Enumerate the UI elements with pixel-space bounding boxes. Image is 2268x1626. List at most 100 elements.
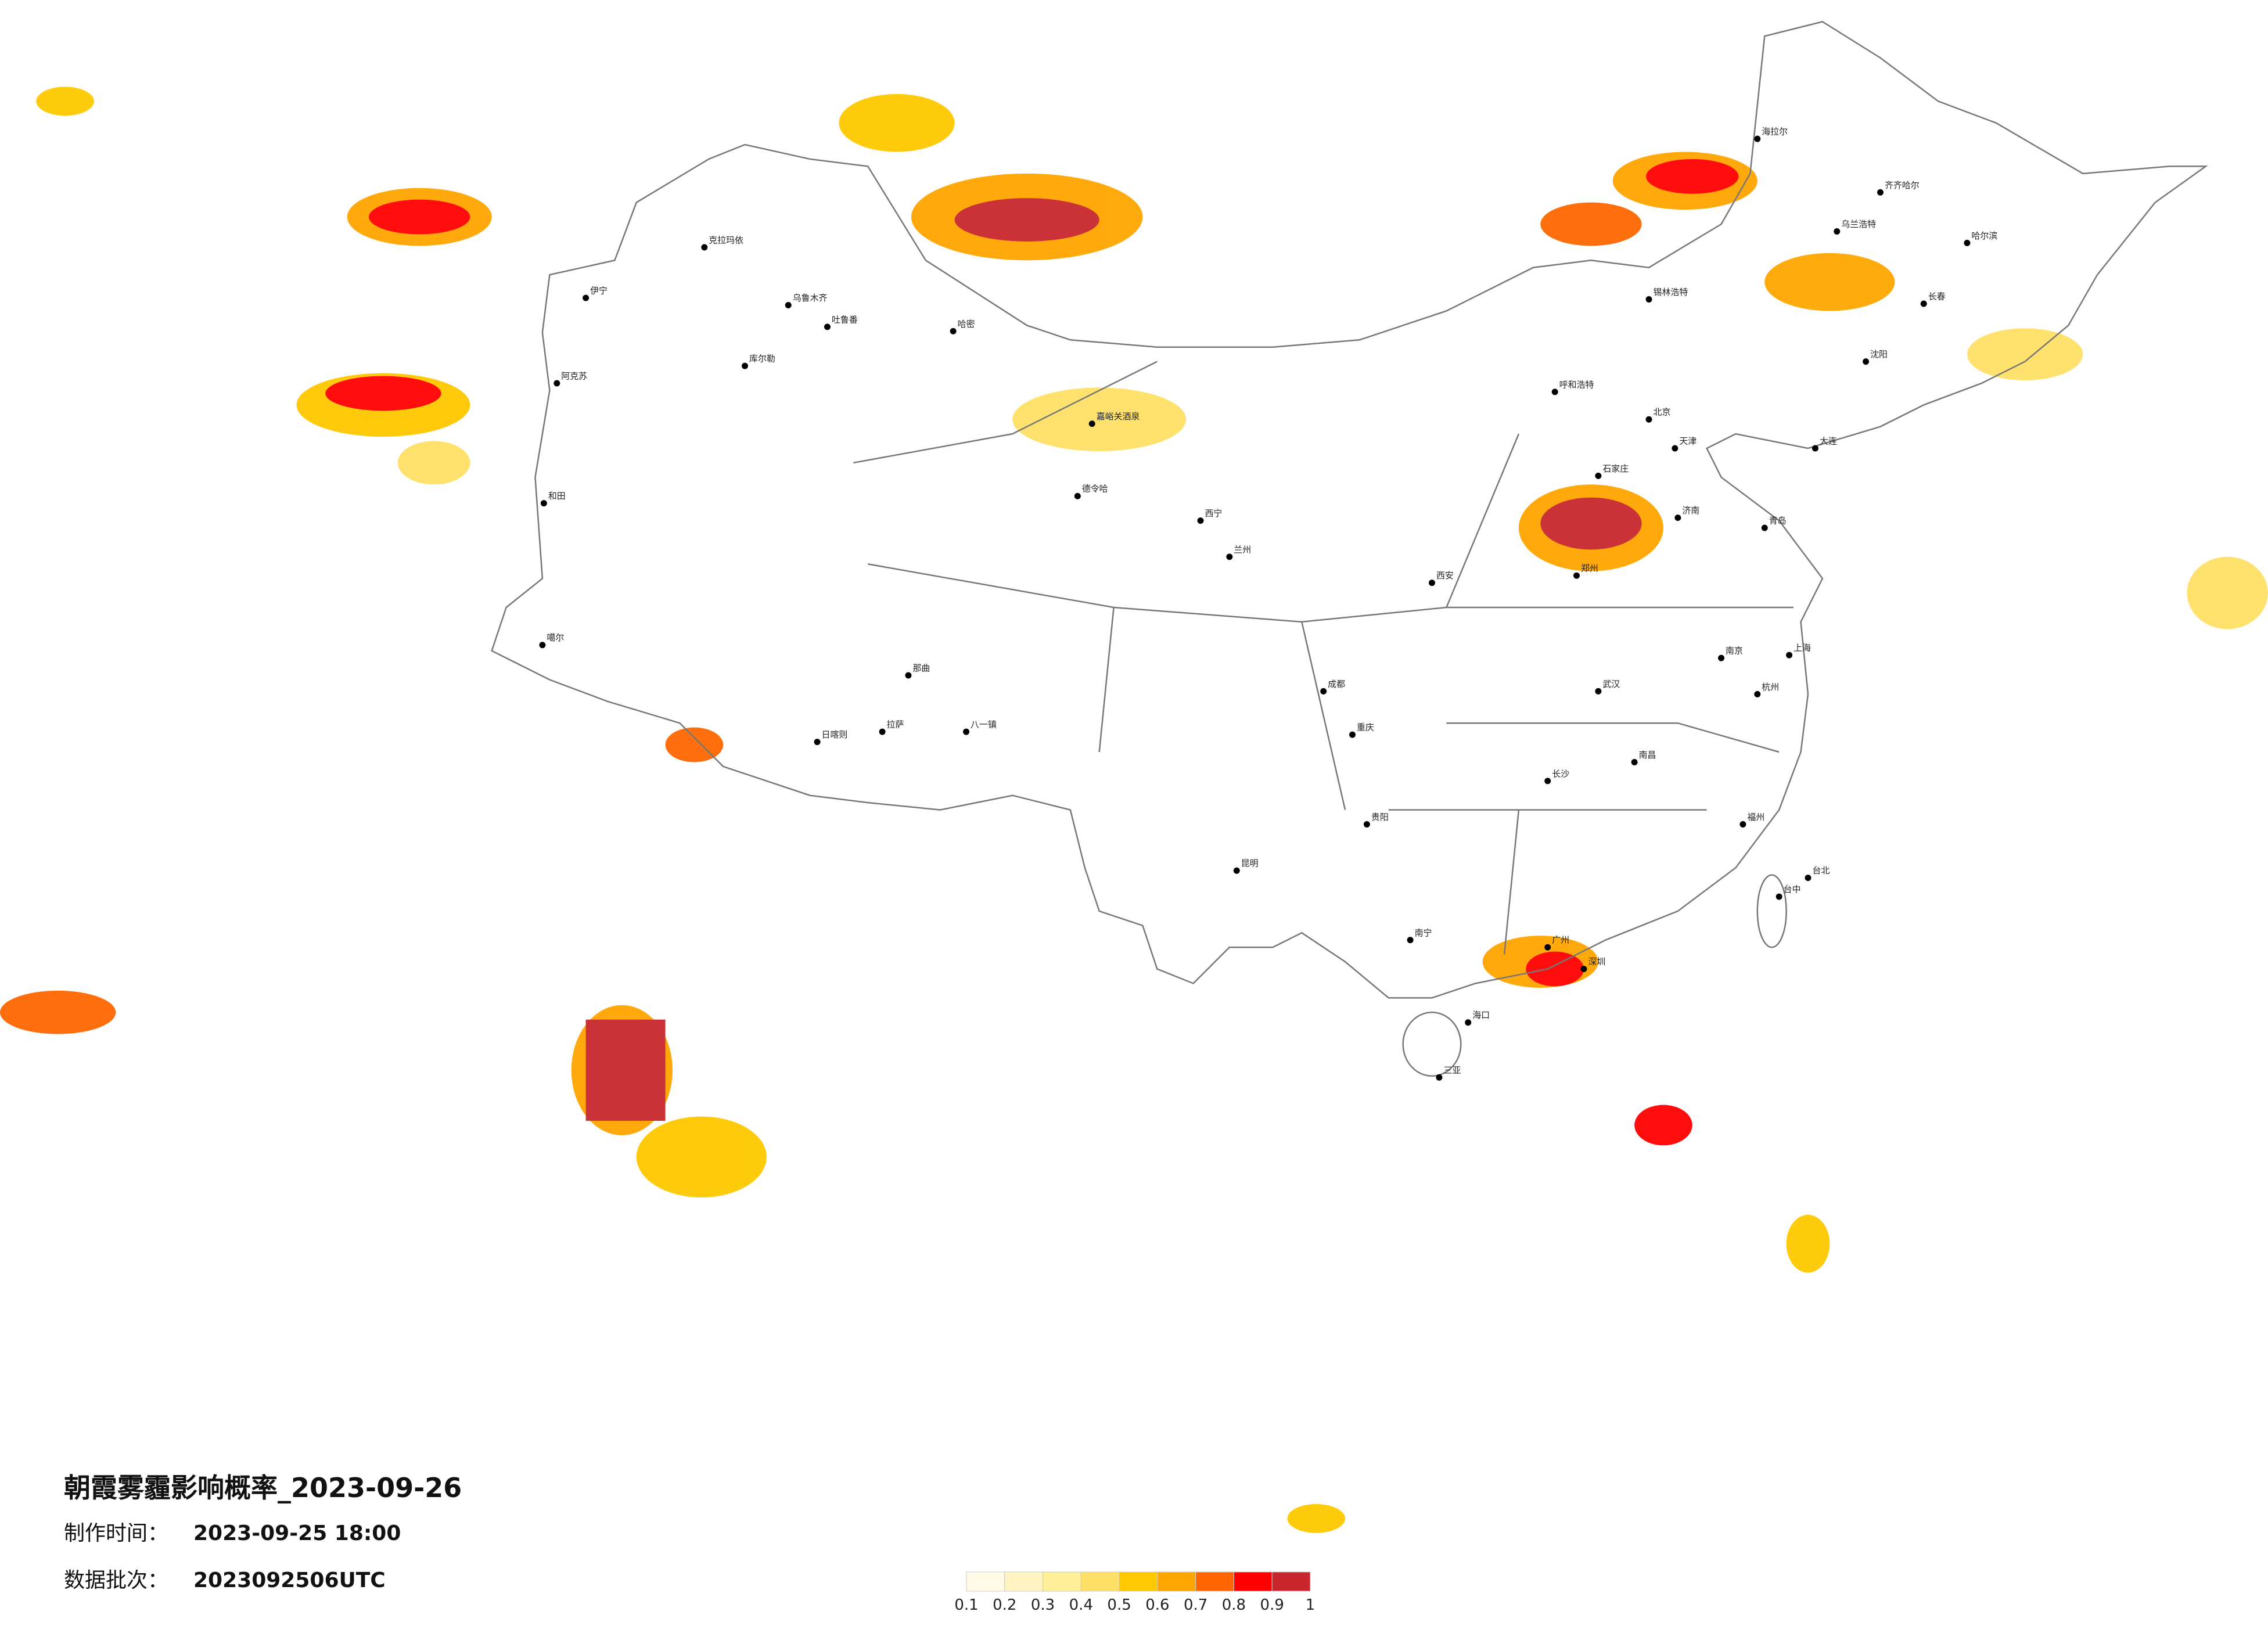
city-label: 拉萨	[887, 720, 904, 730]
city-dot	[950, 328, 957, 334]
city-dot	[1197, 517, 1204, 524]
city-dot	[1761, 524, 1768, 531]
colorbar-bin	[1271, 1571, 1311, 1592]
city-label: 郑州	[1581, 563, 1598, 574]
city-label: 昆明	[1241, 858, 1259, 869]
city-dot	[1645, 296, 1652, 303]
city-dot	[1645, 416, 1652, 423]
city-label: 南昌	[1639, 750, 1656, 760]
city-dot	[1739, 821, 1746, 828]
city-dot	[1964, 239, 1971, 246]
city-dot	[553, 380, 560, 387]
city-dot	[742, 362, 749, 369]
made-label: 制作时间：	[64, 1521, 168, 1545]
city-label: 北京	[1654, 407, 1671, 418]
city-label: 德令哈	[1082, 484, 1108, 494]
city-dot	[785, 301, 792, 308]
city-label: 济南	[1682, 505, 1699, 516]
colorbar-bin	[1080, 1571, 1120, 1592]
city-label: 天津	[1679, 436, 1696, 447]
city-dot	[1551, 388, 1558, 395]
colorbar-tick-label: 0.1	[954, 1596, 978, 1614]
city-label: 长沙	[1552, 768, 1569, 779]
city-dot	[1595, 688, 1602, 695]
colorbar: 0.1 0.2 0.3 0.4 0.5 0.6 0.7 0.8 0.9 1	[954, 1571, 1315, 1614]
city-dot	[1754, 690, 1761, 697]
city-label: 兰州	[1234, 544, 1251, 555]
city-dot	[1363, 821, 1370, 828]
colorbar-tick-label: 0.9	[1260, 1596, 1284, 1614]
city-label: 贵阳	[1371, 812, 1389, 822]
city-dot	[1863, 358, 1870, 365]
city-dot	[1877, 189, 1884, 196]
batch: 2023092506UTC	[193, 1569, 386, 1592]
city-label: 台中	[1784, 884, 1801, 895]
city-label: 武汉	[1602, 679, 1620, 689]
colorbar-tick-label: 0.3	[1031, 1596, 1055, 1614]
city-dot	[1920, 300, 1927, 307]
city-dot	[963, 728, 970, 735]
city-label: 乌兰浩特	[1841, 219, 1876, 229]
city-label: 嘉峪关酒泉	[1097, 411, 1140, 422]
city-label: 南京	[1726, 646, 1743, 656]
city-label: 石家庄	[1602, 463, 1629, 474]
batch-label: 数据批次：	[64, 1569, 168, 1592]
city-dot	[1088, 420, 1095, 427]
city-dot	[1595, 472, 1602, 479]
city-label: 青岛	[1769, 516, 1787, 526]
city-label: 八一镇	[971, 720, 997, 730]
city-label: 西宁	[1205, 508, 1223, 519]
city-label: 乌鲁木齐	[793, 293, 828, 303]
city-dot	[1544, 944, 1551, 951]
city-label: 那曲	[912, 663, 930, 674]
city-label: 广州	[1552, 935, 1569, 945]
city-dot	[1465, 1019, 1472, 1026]
city-label: 齐齐哈尔	[1885, 180, 1920, 190]
borders	[491, 21, 2208, 1077]
city-label: 上海	[1793, 643, 1811, 653]
city-dot	[1436, 1074, 1443, 1081]
probability-field	[0, 87, 2268, 1533]
city-dot	[1775, 893, 1782, 900]
city-label: 伊宁	[590, 286, 608, 296]
city-dot	[1811, 445, 1818, 452]
city-dot	[1226, 553, 1233, 560]
colorbar-tick-label: 0.8	[1222, 1596, 1246, 1614]
colorbar-bin	[1043, 1571, 1081, 1592]
city-dot	[1805, 875, 1811, 882]
city-label: 大连	[1820, 436, 1837, 447]
city-dot	[814, 739, 821, 746]
city-label: 阿克苏	[561, 370, 587, 381]
colorbar-bin	[1004, 1571, 1044, 1592]
city-label: 噶尔	[547, 632, 564, 643]
city-dot	[824, 323, 831, 330]
city-label: 呼和浩特	[1559, 379, 1594, 390]
city-dot	[879, 728, 886, 735]
city-dot	[1407, 937, 1414, 944]
city-label: 锡林浩特	[1654, 287, 1688, 297]
city-dot	[1429, 580, 1435, 587]
city-dot	[540, 500, 547, 507]
city-label: 杭州	[1762, 682, 1779, 692]
city-dot	[1320, 688, 1327, 695]
city-label: 台北	[1812, 865, 1830, 876]
colorbar-tick-label: 0.7	[1184, 1596, 1207, 1614]
city-dot	[1544, 778, 1551, 785]
city-label: 沈阳	[1870, 349, 1888, 359]
city-label: 福州	[1747, 812, 1764, 822]
city-dot	[1754, 135, 1761, 142]
colorbar-tick-label: 0.5	[1107, 1596, 1131, 1614]
city-dot	[1631, 758, 1638, 765]
city-label: 海拉尔	[1762, 127, 1788, 137]
colorbar-bin	[1157, 1571, 1196, 1592]
city-label: 成都	[1328, 679, 1345, 689]
city-label: 吐鲁番	[832, 314, 858, 325]
city-dot	[1074, 492, 1081, 499]
city-dot	[701, 244, 708, 251]
city-label: 重庆	[1357, 722, 1374, 733]
colorbar-tick-label: 0.4	[1069, 1596, 1093, 1614]
